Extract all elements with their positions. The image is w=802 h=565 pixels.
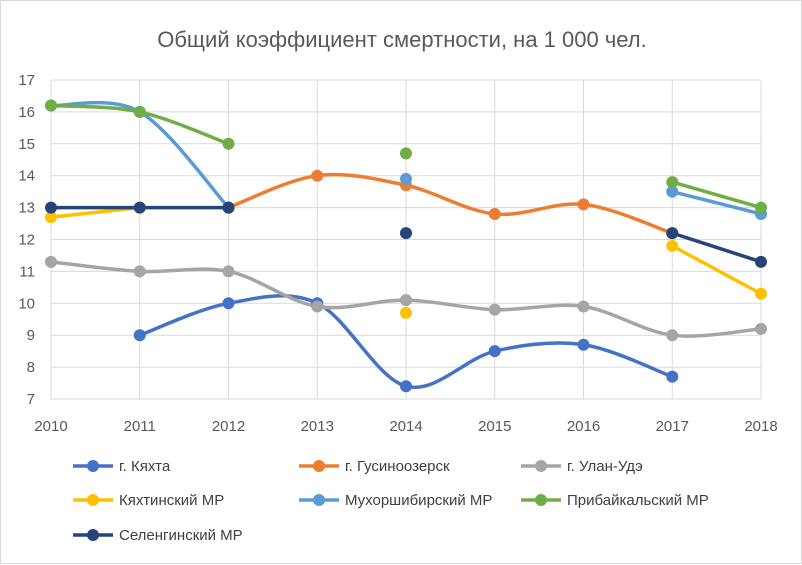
gridlines	[50, 79, 762, 400]
data-point	[45, 255, 57, 268]
legend-marker	[87, 494, 99, 506]
data-point	[222, 137, 235, 150]
data-point	[488, 207, 501, 220]
data-point	[666, 370, 679, 383]
series-line	[226, 172, 674, 235]
y-axis-ticks: 7 8 9 10 11 12 13 14 15 16 17	[18, 72, 35, 408]
data-point	[133, 201, 146, 214]
data-point	[666, 329, 679, 342]
data-point	[400, 294, 412, 307]
y-tick-label: 11	[19, 263, 35, 280]
y-tick-label: 17	[18, 72, 35, 89]
y-tick-label: 8	[27, 359, 35, 376]
data-point	[400, 380, 412, 393]
y-tick-label: 14	[18, 168, 35, 185]
data-point	[400, 172, 412, 185]
data-point	[311, 169, 324, 182]
y-tick-label: 7	[27, 391, 35, 408]
data-point	[45, 99, 57, 112]
data-point	[45, 211, 57, 224]
x-tick-label: 2013	[301, 418, 334, 435]
y-tick-label: 9	[27, 327, 35, 344]
data-point	[577, 300, 590, 313]
x-tick-label: 2017	[656, 418, 689, 435]
x-tick-label: 2014	[389, 418, 422, 435]
data-point	[133, 265, 146, 278]
x-tick-label: 2011	[124, 418, 156, 435]
data-point	[222, 297, 235, 310]
data-point	[577, 338, 590, 351]
data-point	[666, 227, 679, 240]
data-point	[222, 201, 235, 214]
x-tick-label: 2012	[212, 418, 245, 435]
y-tick-label: 12	[18, 232, 35, 249]
data-point	[311, 300, 324, 313]
legend-label: Прибайкальский МР	[567, 492, 709, 509]
x-tick-label: 2018	[744, 418, 777, 435]
data-point	[755, 287, 767, 300]
data-point	[488, 345, 501, 358]
legend-label: г. Кяхта	[119, 458, 171, 475]
data-point	[666, 176, 679, 189]
data-point	[755, 255, 767, 268]
data-point	[666, 239, 679, 252]
data-point	[666, 185, 679, 198]
y-tick-label: 10	[18, 295, 35, 312]
series-line	[670, 244, 763, 296]
x-tick-label: 2010	[34, 418, 67, 435]
data-point	[133, 329, 146, 342]
data-point	[222, 265, 235, 278]
data-point	[400, 147, 412, 160]
data-point	[45, 201, 57, 214]
y-tick-label: 16	[18, 104, 35, 121]
data-point	[400, 227, 412, 240]
y-tick-label: 15	[18, 136, 35, 153]
legend-marker	[313, 460, 325, 472]
y-tick-label: 13	[18, 200, 35, 217]
legend: г. Кяхта г. Гусиноозерск г. Улан-Удэ Кяхтин…	[73, 458, 709, 544]
legend-label: Мухоршибирский МР	[345, 492, 492, 509]
series-points	[45, 99, 767, 393]
data-point	[577, 198, 590, 211]
legend-label: Селенгинский МР	[119, 527, 243, 544]
data-point	[133, 105, 146, 118]
series-line	[670, 231, 763, 264]
legend-marker	[87, 529, 99, 541]
data-point	[755, 201, 767, 214]
x-tick-label: 2015	[478, 418, 511, 435]
legend-marker	[535, 460, 547, 472]
legend-marker	[313, 494, 325, 506]
data-point	[488, 303, 501, 316]
legend-marker	[87, 460, 99, 472]
data-point	[755, 322, 767, 335]
data-point	[400, 306, 412, 319]
legend-marker	[535, 494, 547, 506]
x-tick-label: 2016	[567, 418, 600, 435]
chart-title: Общий коэффициент смертности, на 1 000 ч…	[157, 27, 647, 52]
legend-label: г. Улан-Удэ	[567, 458, 643, 475]
legend-label: Кяхтинский МР	[119, 492, 224, 509]
legend-label: г. Гусиноозерск	[345, 458, 450, 475]
x-axis-ticks: 2010 2011 2012 2013 2014 2015 2016 2017 2018	[34, 418, 777, 435]
